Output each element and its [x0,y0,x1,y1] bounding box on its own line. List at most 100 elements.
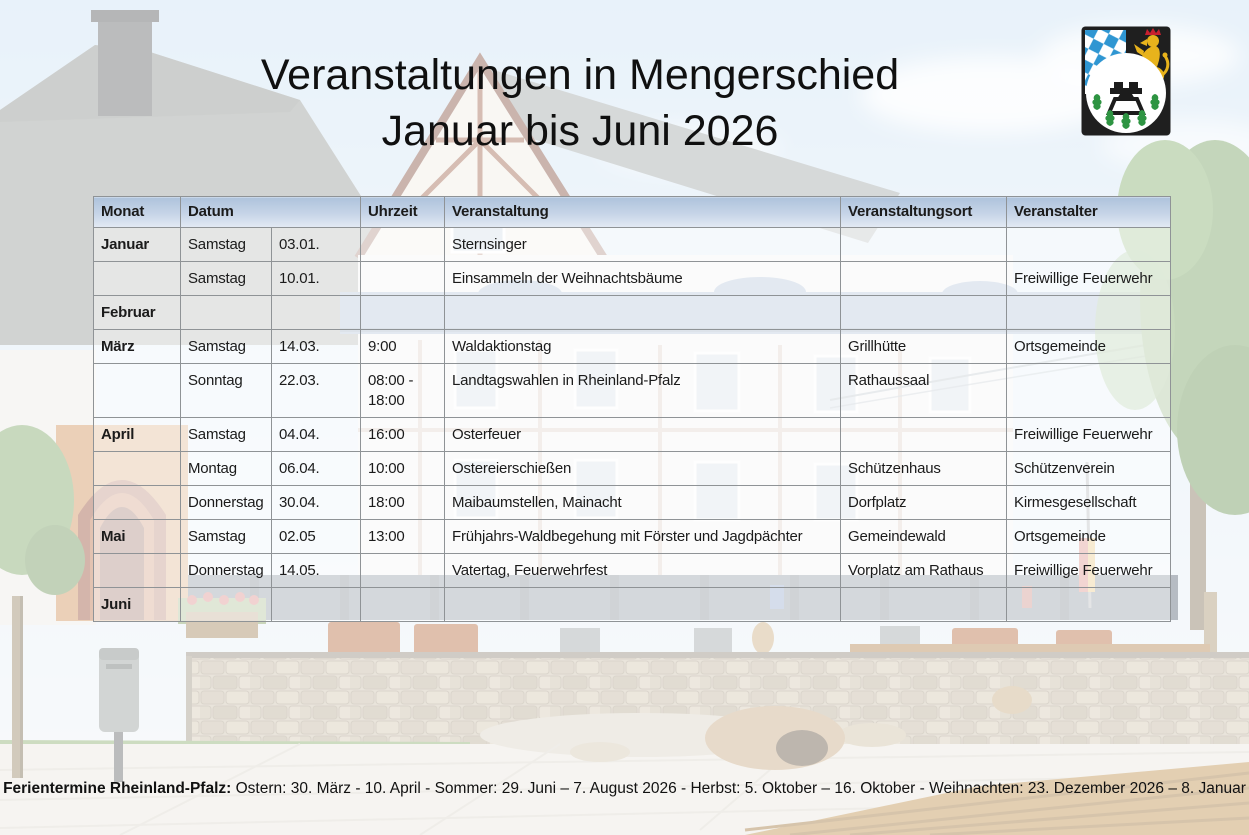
cell-veranstaltung: Einsammeln der Weihnachtsbäume [444,261,842,296]
cell-tag: Samstag [180,417,272,452]
table-row: Mai Samstag 02.05 13:00 Frühjahrs-Waldbe… [93,519,1172,554]
cell-uhrzeit [360,295,446,330]
cell-veranstalter: Schützenverein [1006,451,1172,486]
cell-veranstalter: Freiwillige Feuerwehr [1006,261,1172,296]
table-row: März Samstag 14.03. 9:00 Waldaktionstag … [93,329,1172,364]
header-veranstaltung: Veranstaltung [444,196,842,228]
cell-ort: Vorplatz am Rathaus [840,553,1008,588]
header-monat: Monat [93,196,181,228]
page-title-line2: Januar bis Juni 2026 [381,106,779,155]
cell-monat: April [93,417,181,452]
cell-ort [840,227,1008,262]
page-title: Veranstaltungen in Mengerschied Januar b… [0,47,1160,159]
page-title-line1: Veranstaltungen in Mengerschied [260,50,900,99]
table-row: Donnerstag 30.04. 18:00 Maibaumstellen, … [93,485,1172,520]
cell-tag [180,587,272,622]
cell-tag: Donnerstag [180,553,272,588]
cell-veranstalter: Ortsgemeinde [1006,329,1172,364]
table-row: Januar Samstag 03.01. Sternsinger [93,227,1172,262]
cell-uhrzeit: 08:00 - 18:00 [360,363,446,418]
cell-ort: Schützenhaus [840,451,1008,486]
cell-veranstaltung: Sternsinger [444,227,842,262]
cell-monat: Mai [93,519,181,554]
cell-ort: Grillhütte [840,329,1008,364]
holiday-dates-text: Ostern: 30. März - 10. April - Sommer: 2… [231,779,1246,797]
table-row: Sonntag 22.03. 08:00 - 18:00 Landtagswah… [93,363,1172,418]
cell-veranstalter: Ortsgemeinde [1006,519,1172,554]
header-veranstalter: Veranstalter [1006,196,1172,228]
cell-ort [840,261,1008,296]
cell-veranstaltung: Osterfeuer [444,417,842,452]
cell-datum: 14.05. [270,553,362,588]
cell-ort [840,417,1008,452]
holiday-dates-label: Ferientermine Rheinland-Pfalz: [3,779,232,797]
holiday-dates-footer: Ferientermine Rheinland-Pfalz: Ostern: 3… [0,778,1249,800]
cell-datum: 30.04. [270,485,362,520]
cell-veranstaltung: Maibaumstellen, Mainacht [444,485,842,520]
cell-monat: März [93,329,181,364]
table-row: April Samstag 04.04. 16:00 Osterfeuer Fr… [93,417,1172,452]
cell-veranstaltung [444,295,842,330]
oak-leaves [1092,93,1160,130]
cell-uhrzeit: 18:00 [360,485,446,520]
cell-tag: Samstag [180,519,272,554]
cell-veranstalter [1006,295,1172,330]
table-row: Montag 06.04. 10:00 Ostereierschießen Sc… [93,451,1172,486]
cell-veranstalter: Freiwillige Feuerwehr [1006,553,1172,588]
cell-monat: Januar [93,227,181,262]
cell-uhrzeit: 9:00 [360,329,446,364]
cell-ort: Gemeindewald [840,519,1008,554]
cell-monat: Juni [93,587,181,622]
cell-tag: Donnerstag [180,485,272,520]
header-uhrzeit: Uhrzeit [360,196,446,228]
cell-datum [270,587,362,622]
cell-datum: 04.04. [270,417,362,452]
cell-datum: 10.01. [270,261,362,296]
cell-tag [180,295,272,330]
cell-monat [93,553,181,588]
cell-veranstaltung: Landtagswahlen in Rheinland-Pfalz [444,363,842,418]
cell-uhrzeit [360,587,446,622]
cell-veranstalter [1006,587,1172,622]
cell-ort: Rathaussaal [840,363,1008,418]
cell-datum: 22.03. [270,363,362,418]
table-row: Februar [93,295,1172,330]
table-row: Donnerstag 14.05. Vatertag, Feuerwehrfes… [93,553,1172,588]
cell-datum [270,295,362,330]
header-datum: Datum [179,196,362,228]
cell-uhrzeit [360,227,446,262]
cell-veranstaltung: Frühjahrs-Waldbegehung mit Förster und J… [444,519,842,554]
cell-ort [840,295,1008,330]
cell-veranstaltung [444,587,842,622]
header-veranstaltungsort: Veranstaltungsort [840,196,1008,228]
cell-datum: 03.01. [270,227,362,262]
cell-veranstaltung: Waldaktionstag [444,329,842,364]
cell-uhrzeit: 16:00 [360,417,446,452]
cell-uhrzeit [360,261,446,296]
cell-uhrzeit: 10:00 [360,451,446,486]
cell-veranstalter: Kirmesgesellschaft [1006,485,1172,520]
cell-monat [93,451,181,486]
cell-veranstalter [1006,363,1172,418]
cell-tag: Samstag [180,227,272,262]
coat-of-arms-mengerschied [1081,26,1171,136]
table-header-row: Monat Datum Uhrzeit Veranstaltung Verans… [93,196,1172,228]
cell-veranstalter [1006,227,1172,262]
cell-ort [840,587,1008,622]
cell-tag: Montag [180,451,272,486]
cell-uhrzeit [360,553,446,588]
cell-monat [93,485,181,520]
cell-tag: Samstag [180,261,272,296]
table-row: Juni [93,587,1172,622]
cell-veranstalter: Freiwillige Feuerwehr [1006,417,1172,452]
cell-tag: Sonntag [180,363,272,418]
cell-ort: Dorfplatz [840,485,1008,520]
cell-datum: 14.03. [270,329,362,364]
cell-datum: 02.05 [270,519,362,554]
cell-tag: Samstag [180,329,272,364]
cell-uhrzeit: 13:00 [360,519,446,554]
events-table: Monat Datum Uhrzeit Veranstaltung Verans… [93,196,1172,622]
cell-veranstaltung: Ostereierschießen [444,451,842,486]
cell-monat [93,261,181,296]
cell-monat [93,363,181,418]
